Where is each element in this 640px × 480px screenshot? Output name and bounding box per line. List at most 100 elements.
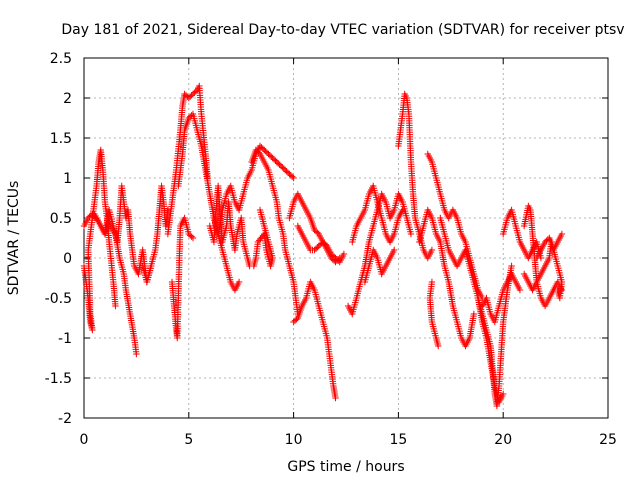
- data-point: [185, 230, 192, 238]
- series-s3: [91, 182, 155, 286]
- y-tick-label: -2: [58, 411, 72, 427]
- data-point: [314, 244, 321, 251]
- series-s17: [361, 246, 398, 286]
- data-point: [282, 166, 289, 174]
- data-point: [188, 233, 195, 240]
- data-point: [470, 310, 478, 318]
- series-s12: [286, 190, 343, 266]
- data-point: [164, 206, 172, 214]
- series-s21: [424, 150, 486, 302]
- series-s24: [479, 270, 524, 326]
- data-point: [311, 226, 318, 234]
- data-point: [266, 152, 274, 159]
- plot-frame: [83, 57, 609, 419]
- data-point: [311, 246, 318, 254]
- data-point: [188, 92, 195, 99]
- series-s19: [416, 206, 478, 350]
- data-point: [283, 168, 290, 175]
- series-s7: [168, 214, 197, 342]
- data-point: [262, 148, 269, 155]
- data-point: [254, 148, 261, 155]
- series-s11: [250, 206, 276, 270]
- data-point: [258, 144, 265, 151]
- y-tick-label: -1: [58, 331, 72, 347]
- data-point: [133, 350, 140, 358]
- data-point: [290, 174, 297, 182]
- chart-title: Day 181 of 2021, Sidereal Day-to-day VTE…: [61, 22, 624, 38]
- data-point: [273, 158, 281, 166]
- data-point: [321, 240, 328, 247]
- series-s15: [344, 190, 415, 318]
- data-point: [112, 302, 119, 310]
- data-point: [277, 162, 285, 170]
- data-point: [265, 150, 272, 158]
- data-point: [269, 154, 276, 162]
- data-point: [268, 153, 275, 160]
- grid-lines: [84, 58, 608, 418]
- series-s16: [349, 182, 406, 246]
- data-point: [182, 92, 190, 99]
- data-point: [280, 165, 288, 172]
- x-tick-label: 15: [389, 432, 407, 448]
- data-point: [541, 238, 549, 246]
- data-point: [276, 161, 283, 168]
- x-tick-label: 5: [184, 432, 193, 448]
- y-tick-label: 0: [63, 251, 72, 267]
- series-s20: [426, 278, 442, 350]
- series-s26: [520, 202, 566, 310]
- y-tick-label: 2: [63, 91, 72, 107]
- series-s18: [395, 90, 436, 262]
- data-point: [554, 286, 561, 294]
- x-tick-label: 10: [285, 432, 303, 448]
- data-point: [435, 342, 442, 350]
- data-point: [428, 246, 436, 254]
- data-point: [256, 142, 264, 150]
- data-points: [80, 82, 566, 410]
- data-point: [315, 242, 322, 250]
- x-tick-label: 25: [599, 432, 617, 448]
- data-point: [407, 230, 415, 238]
- series-s8: [206, 182, 253, 270]
- data-point: [185, 114, 192, 122]
- x-axis-label: GPS time / hours: [287, 459, 404, 475]
- y-tick-label: 2.5: [50, 51, 72, 67]
- data-point: [86, 213, 93, 220]
- x-tick-label: 20: [494, 432, 512, 448]
- data-point: [186, 93, 194, 100]
- y-axis-label: SDTVAR / TECUs: [6, 181, 22, 296]
- data-point: [259, 145, 267, 152]
- data-point: [399, 206, 406, 214]
- data-point: [235, 278, 243, 286]
- data-point: [286, 170, 293, 178]
- data-point: [312, 245, 320, 252]
- data-point: [340, 250, 348, 258]
- series-s13: [290, 278, 339, 402]
- data-point: [186, 232, 194, 239]
- data-point: [250, 262, 257, 270]
- data-point: [328, 250, 335, 258]
- data-point: [191, 89, 198, 96]
- data-point: [252, 146, 260, 154]
- data-point: [192, 88, 199, 95]
- x-axis-ticks: 0 5 10 15 20 25: [80, 58, 617, 448]
- data-point: [314, 229, 321, 236]
- series-s2: [80, 146, 119, 334]
- series-s4: [139, 182, 172, 286]
- data-point: [261, 146, 268, 154]
- data-point: [284, 169, 292, 176]
- y-tick-label: 0.5: [50, 211, 72, 227]
- data-point: [287, 172, 295, 179]
- data-point: [189, 90, 197, 98]
- data-point: [279, 164, 286, 171]
- data-point: [312, 228, 320, 235]
- data-point: [391, 246, 398, 254]
- data-point: [316, 241, 324, 248]
- data-point: [329, 252, 336, 259]
- series-s14: [294, 222, 348, 266]
- series-s10: [248, 146, 301, 318]
- y-axis-ticks: -2 -1.5 -1 -0.5 0 0.5 1 1.5 2 2.5: [45, 51, 608, 427]
- y-tick-label: -1.5: [45, 371, 72, 387]
- data-point: [508, 262, 515, 270]
- data-point: [275, 160, 282, 167]
- data-point: [189, 234, 197, 242]
